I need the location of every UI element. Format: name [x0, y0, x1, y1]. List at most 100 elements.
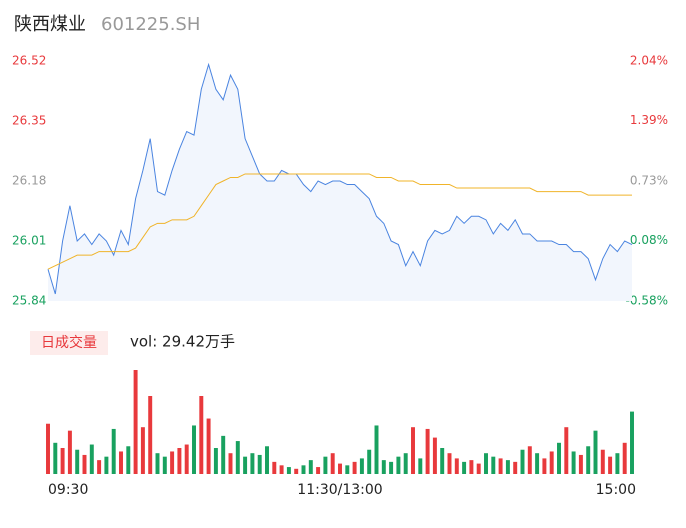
volume-button-bg[interactable]: [30, 331, 108, 355]
volume-bar: [630, 411, 634, 474]
volume-bar: [454, 458, 459, 474]
volume-bar: [476, 463, 481, 474]
y-tick-label: 26.01: [12, 234, 46, 248]
volume-bar: [111, 428, 116, 474]
volume-bar: [243, 456, 248, 474]
volume-bar: [89, 444, 94, 474]
volume-bar: [323, 456, 328, 474]
volume-bar: [352, 461, 357, 474]
volume-bar: [571, 451, 576, 474]
volume-bar: [265, 446, 269, 474]
volume-bar: [374, 425, 379, 474]
y-tick-label: 26.35: [12, 114, 46, 128]
volume-bar: [498, 458, 503, 474]
volume-bar: [119, 451, 123, 474]
volume-bar: [60, 448, 65, 474]
volume-bar: [316, 467, 321, 474]
price-area: [48, 64, 632, 301]
volume-bar: [345, 465, 350, 474]
volume-bar: [148, 396, 153, 474]
volume-bar: [622, 442, 627, 474]
volume-bar: [221, 435, 226, 474]
volume-bar: [513, 461, 518, 474]
volume-bar: [411, 427, 415, 474]
volume-bar: [272, 461, 277, 474]
volume-bar: [491, 456, 496, 474]
volume-bar: [206, 418, 211, 474]
volume-bar: [75, 449, 80, 474]
chart-title: 陕西煤业: [14, 14, 86, 35]
y2-tick-label: 1.39%: [630, 113, 668, 127]
volume-bar: [608, 456, 613, 474]
y-tick-label: 26.18: [12, 174, 46, 188]
volume-bar: [155, 453, 160, 474]
volume-bar: [578, 454, 583, 474]
volume-bar: [527, 446, 532, 474]
volume-bar: [600, 449, 605, 474]
volume-bar: [425, 428, 430, 474]
volume-bar: [564, 427, 569, 474]
volume-bar: [484, 453, 488, 474]
volume-bar: [418, 458, 423, 474]
price-line: [47, 62, 633, 295]
volume-bar: [170, 451, 175, 474]
average-line: [47, 173, 632, 270]
volume-bar: [250, 453, 255, 474]
x-tick-label: 15:00: [596, 482, 636, 498]
volume-bar: [615, 453, 620, 474]
y2-tick-label: 0.73%: [630, 174, 668, 188]
volume-bar: [279, 465, 284, 474]
volume-bar: [520, 449, 525, 474]
volume-bar: [286, 467, 291, 474]
volume-bar: [359, 458, 364, 474]
volume-bar: [440, 448, 445, 474]
volume-bar: [367, 449, 372, 474]
volume-button[interactable]: 日成交量: [41, 334, 97, 351]
volume-bar: [586, 446, 591, 474]
volume-bar: [228, 453, 233, 474]
volume-bar: [549, 451, 554, 474]
x-tick-label: 09:30: [48, 482, 88, 498]
volume-bar: [462, 461, 467, 474]
volume-bar: [177, 448, 182, 474]
volume-bar: [213, 448, 218, 474]
volume-bar: [381, 460, 386, 474]
y2-tick-label: 2.04%: [630, 54, 668, 68]
y-tick-label: 26.52: [12, 54, 46, 68]
volume-bar: [104, 456, 109, 474]
volume-bar: [389, 461, 394, 474]
volume-bar: [46, 423, 50, 474]
volume-summary: vol: 29.42万手: [130, 333, 235, 351]
y2-tick-label: -0.58%: [626, 294, 668, 308]
volume-bar: [133, 370, 138, 474]
volume-bar: [403, 453, 408, 474]
volume-bar: [184, 444, 189, 474]
volume-bar: [505, 460, 510, 474]
volume-bar: [432, 437, 437, 474]
volume-bar: [97, 460, 102, 474]
volume-bar: [257, 454, 262, 474]
volume-bar: [199, 396, 204, 474]
volume-bar: [82, 454, 87, 474]
volume-bar: [67, 430, 72, 474]
volume-bar: [308, 460, 313, 474]
chart-subtitle: 601225.SH: [101, 14, 200, 35]
volume-bar: [542, 458, 547, 474]
y-tick-label: 25.84: [12, 294, 46, 308]
x-tick-label: 11:30/13:00: [297, 482, 382, 498]
volume-bar: [126, 446, 131, 474]
volume-bar: [469, 460, 474, 474]
volume-bar: [140, 427, 145, 474]
volume-bar: [192, 425, 196, 474]
volume-bar: [330, 453, 335, 474]
volume-bar: [557, 442, 561, 474]
volume-bar: [294, 468, 299, 474]
volume-bar: [235, 441, 240, 474]
volume-bar: [53, 442, 58, 474]
volume-bar: [447, 453, 452, 474]
volume-bar: [593, 430, 598, 474]
y2-tick-label: 0.08%: [630, 233, 668, 247]
volume-bar: [301, 465, 306, 474]
